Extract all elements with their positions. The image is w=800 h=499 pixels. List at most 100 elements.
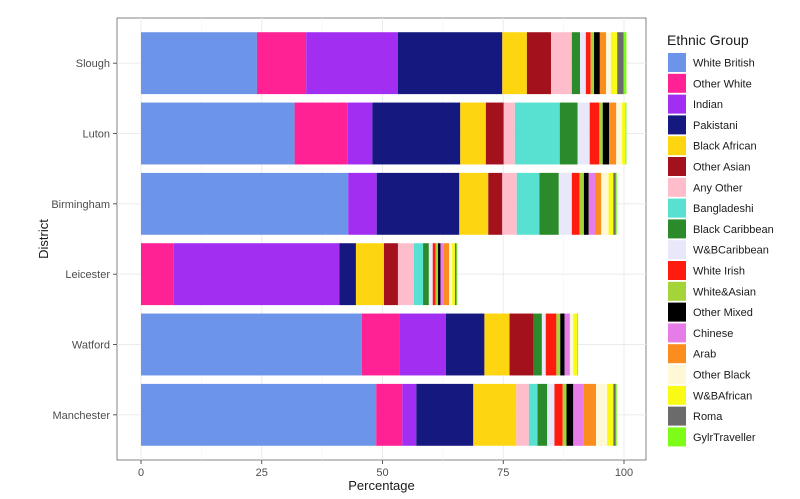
y-tick-label: Leicester [65,269,110,281]
bar-segment [402,383,417,446]
bar-segment [610,32,618,95]
bar-segment [440,243,444,306]
bar-segment [423,243,429,306]
bar-segment [551,32,572,95]
legend-swatch [668,261,686,280]
bar-segment [528,383,538,446]
bar-segment [613,172,616,235]
legend-swatch [668,406,686,426]
bar-segment [606,32,611,95]
bar-segment [502,32,527,95]
legend-swatch [668,219,686,239]
legend-label: Bangladeshi [693,203,754,215]
bar-segment [141,172,349,235]
legend-label: Black Caribbean [693,224,774,236]
bar-segment [473,383,517,446]
bar-segment [566,383,574,446]
bar-segment [452,243,455,306]
bar-segment [348,172,377,235]
bar-segment [615,383,617,446]
bar-segment [571,32,581,95]
bar-segment [399,313,446,376]
bar-segment [397,32,503,95]
legend-label: W&BCaribbean [693,245,769,257]
legend-swatch [668,157,686,176]
bar-segment [560,313,565,376]
bar-segment [571,172,580,235]
bar-segment [579,172,584,235]
bar-segment [376,383,403,446]
bar-segment [456,243,458,306]
legend-swatch [668,344,686,364]
legend-label: Chinese [693,328,733,340]
bar-segment [577,313,579,376]
bar-segment [526,32,552,95]
legend-swatch [668,427,686,447]
x-tick-label: 100 [615,467,633,479]
legend-label: Pakistani [693,120,738,132]
bar-segment [595,172,602,235]
bar-segment [516,383,529,446]
bar-segment [372,102,461,165]
legend-swatch [668,198,686,218]
x-tick-label: 0 [138,467,144,479]
legend-label: Roma [693,411,723,423]
bar-segment [484,313,510,376]
legend-title: Ethnic Group [667,32,749,48]
legend-swatch [668,323,686,343]
bar-segment [562,383,567,446]
y-tick-label: Watford [72,340,110,352]
bar-segment [173,243,340,306]
bar-segment [516,172,540,235]
legend-swatch [668,177,686,197]
legend-label: White&Asian [693,286,756,298]
legend-label: Arab [693,349,716,361]
bar-segment [580,32,586,95]
bar-segment [256,32,307,95]
bar-segment [416,383,474,446]
bar-segment [590,32,595,95]
y-tick-label: Birmingham [51,199,110,211]
y-tick-label: Slough [76,58,110,70]
bar-segment [617,32,624,95]
legend-swatch [668,53,686,72]
bar-segment [589,102,600,165]
legend-label: W&BAfrican [693,390,752,402]
bar-segment [361,313,400,376]
bar-segment [613,383,616,446]
bar-segment [588,172,596,235]
legend: White British Other White Indian Pakistani B… [668,53,774,447]
legend-swatch [668,240,686,260]
legend-swatch [668,115,686,135]
bar-segment [438,243,441,306]
legend-label: Other Mixed [693,307,753,319]
bar-segment [376,172,460,235]
bar-segment [564,313,570,376]
bar-segment [432,243,436,306]
legend-label: Black African [693,141,757,153]
bar-segment [141,32,257,95]
legend-label: Any Other [693,182,743,194]
legend-label: Indian [693,99,723,111]
bar-segment [583,172,589,235]
bar-segment [454,243,457,306]
legend-label: Other Asian [693,162,750,174]
bar-segment [602,102,610,165]
bar-segment [459,172,489,235]
bar-segment [141,243,174,306]
bar-segment [435,243,439,306]
bar-segment [449,243,453,306]
legend-label: GylrTraveller [693,432,756,444]
bar-segment [509,313,534,376]
bar-segment [607,383,614,446]
legend-swatch [668,136,686,156]
legend-label: Other Black [693,370,751,382]
bar-segment [545,313,557,376]
legend-swatch [668,73,686,93]
axes: 0 25 50 75 100 Manchester Watford Leicester Birm… [51,58,633,479]
bar-segment [541,313,546,376]
bar-segment [488,172,503,235]
bar-segment [623,32,627,95]
y-tick-label: Manchester [53,410,111,422]
